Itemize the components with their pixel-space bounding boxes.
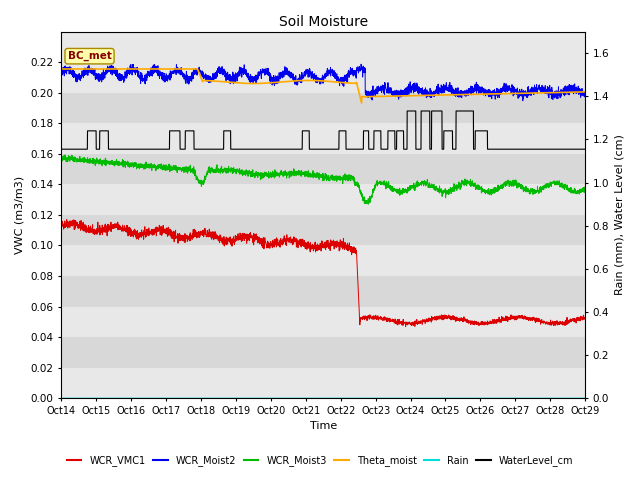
Rain xyxy=(58,396,65,401)
WCR_Moist2 xyxy=(357,61,365,67)
WCR_VMC1 xyxy=(259,244,266,250)
WCR_Moist2 xyxy=(148,66,156,72)
Line: WCR_VMC1: WCR_VMC1 xyxy=(61,220,585,326)
WaterLevel_cm xyxy=(281,146,289,152)
WaterLevel_cm xyxy=(117,146,125,152)
WCR_Moist2 xyxy=(519,98,527,104)
WCR_Moist3 xyxy=(117,161,125,167)
Theta_moist xyxy=(515,90,522,96)
Bar xyxy=(61,245,585,276)
WCR_VMC1 xyxy=(58,222,65,228)
Bar xyxy=(61,215,585,245)
WCR_Moist3 xyxy=(581,185,589,191)
WCR_Moist2 xyxy=(58,74,65,80)
Y-axis label: Rain (mm), Water Level (cm): Rain (mm), Water Level (cm) xyxy=(615,134,625,295)
WCR_Moist2 xyxy=(581,94,589,100)
Line: WaterLevel_cm: WaterLevel_cm xyxy=(61,111,585,149)
WCR_Moist3 xyxy=(281,169,289,175)
WCR_Moist3 xyxy=(148,164,156,169)
Line: WCR_Moist3: WCR_Moist3 xyxy=(61,155,585,204)
X-axis label: Time: Time xyxy=(310,421,337,432)
Theta_moist xyxy=(281,79,289,84)
WCR_Moist2 xyxy=(515,89,522,95)
WCR_Moist3 xyxy=(515,180,523,186)
Rain xyxy=(117,396,125,401)
WCR_VMC1 xyxy=(572,316,579,322)
WaterLevel_cm xyxy=(581,146,589,152)
WCR_Moist2 xyxy=(281,64,289,70)
WaterLevel_cm xyxy=(148,146,156,152)
WCR_VMC1 xyxy=(402,324,410,329)
Rain xyxy=(571,396,579,401)
Theta_moist xyxy=(572,89,579,95)
WaterLevel_cm xyxy=(259,146,266,152)
WCR_VMC1 xyxy=(63,217,70,223)
Theta_moist xyxy=(358,100,365,106)
WCR_Moist2 xyxy=(572,86,579,92)
Bar xyxy=(61,93,585,123)
WCR_Moist3 xyxy=(572,189,579,195)
WCR_VMC1 xyxy=(515,312,523,318)
WCR_VMC1 xyxy=(117,226,125,232)
WCR_Moist3 xyxy=(259,171,266,177)
WCR_VMC1 xyxy=(581,315,589,321)
Theta_moist xyxy=(117,66,125,72)
Title: Soil Moisture: Soil Moisture xyxy=(278,15,368,29)
Bar xyxy=(61,154,585,184)
Line: Theta_moist: Theta_moist xyxy=(61,69,585,103)
Bar xyxy=(61,368,585,398)
Bar xyxy=(61,337,585,368)
Bar xyxy=(61,184,585,215)
Rain xyxy=(515,396,522,401)
WCR_Moist3 xyxy=(61,152,69,158)
WCR_Moist3 xyxy=(58,157,65,163)
WaterLevel_cm xyxy=(58,146,65,152)
Theta_moist xyxy=(148,66,156,72)
WCR_Moist2 xyxy=(259,69,266,75)
WCR_VMC1 xyxy=(148,227,156,233)
WCR_VMC1 xyxy=(281,239,289,244)
Legend: WCR_VMC1, WCR_Moist2, WCR_Moist3, Theta_moist, Rain, WaterLevel_cm: WCR_VMC1, WCR_Moist2, WCR_Moist3, Theta_… xyxy=(63,452,577,470)
Bar xyxy=(61,276,585,307)
Rain xyxy=(581,396,589,401)
Text: BC_met: BC_met xyxy=(68,51,111,61)
Line: WCR_Moist2: WCR_Moist2 xyxy=(61,64,585,101)
WaterLevel_cm xyxy=(515,146,522,152)
Bar xyxy=(61,307,585,337)
Rain xyxy=(281,396,289,401)
Rain xyxy=(148,396,156,401)
Theta_moist xyxy=(58,66,65,72)
Bar xyxy=(61,62,585,93)
WCR_Moist3 xyxy=(365,201,372,207)
Y-axis label: VWC (m3/m3): VWC (m3/m3) xyxy=(15,176,25,254)
WCR_Moist2 xyxy=(117,78,125,84)
WaterLevel_cm xyxy=(572,146,579,152)
Rain xyxy=(259,396,266,401)
Bar xyxy=(61,123,585,154)
Theta_moist xyxy=(581,89,589,95)
WaterLevel_cm xyxy=(403,108,411,114)
Theta_moist xyxy=(259,81,266,86)
